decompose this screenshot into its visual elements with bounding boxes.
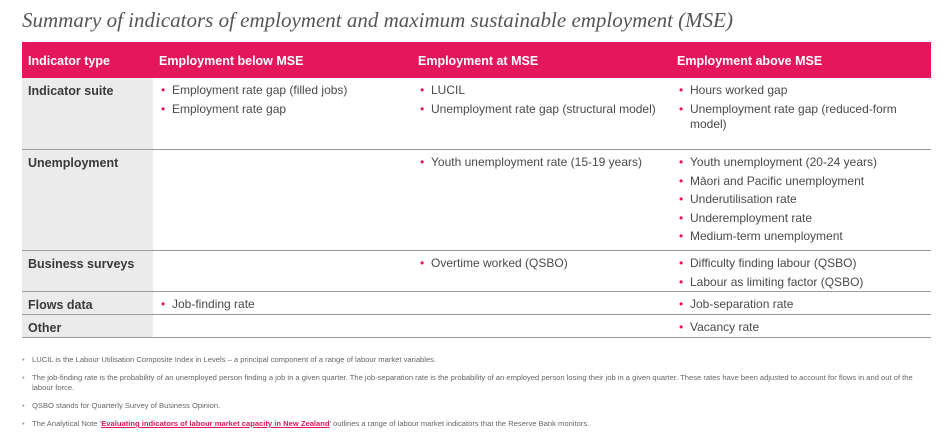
- cell: Job-separation rate: [671, 292, 930, 314]
- indicator: Job-separation rate: [679, 297, 924, 312]
- row-label: Business surveys: [22, 251, 153, 291]
- indicator-list: [153, 150, 412, 155]
- indicator: Labour as limiting factor (QSBO): [679, 275, 924, 290]
- indicator-list: [412, 315, 671, 320]
- column-header: Indicator type: [28, 54, 110, 68]
- indicator: Medium-term unemployment: [679, 229, 924, 244]
- indicator: Employment rate gap (filled jobs): [161, 83, 406, 98]
- cell: Vacancy rate: [671, 315, 930, 337]
- footnote: QSBO stands for Quarterly Survey of Busi…: [22, 401, 922, 411]
- table-row: Flows data Job-finding rate Job-separation…: [22, 292, 931, 315]
- indicator-list: Job-finding rate: [153, 292, 412, 312]
- indicator-list: [153, 315, 412, 320]
- footnote: The job-finding rate is the probability …: [22, 373, 922, 393]
- table-row: Business surveys Overtime worked (QSBO) Di…: [22, 251, 931, 292]
- footnotes: LUCIL is the Labour Utilisation Composit…: [22, 355, 922, 437]
- indicator: Underemployment rate: [679, 211, 924, 226]
- cell: Hours worked gap Unemployment rate gap (r…: [671, 78, 930, 149]
- indicator-list: [153, 251, 412, 256]
- indicator: Māori and Pacific unemployment: [679, 174, 924, 189]
- row-label: Flows data: [22, 292, 153, 314]
- row-label: Indicator suite: [22, 78, 153, 149]
- cell: Overtime worked (QSBO): [412, 251, 671, 291]
- row-label: Other: [22, 315, 153, 337]
- table-row: Unemployment Youth unemployment rate (15-…: [22, 150, 931, 251]
- footnote-text: The Analytical Note ‘: [32, 419, 102, 428]
- indicator-list: Job-separation rate: [671, 292, 930, 312]
- cell: [153, 251, 412, 291]
- indicator: Job-finding rate: [161, 297, 406, 312]
- cell: Job-finding rate: [153, 292, 412, 314]
- footnote-text: ’ outlines a range of labour market indi…: [329, 419, 590, 428]
- cell: Difficulty finding labour (QSBO) Labour a…: [671, 251, 930, 291]
- cell: [153, 150, 412, 250]
- cell: [412, 292, 671, 314]
- table-row: Indicator suiteEmployment rate gap (fill…: [22, 78, 931, 150]
- indicator: Hours worked gap: [679, 83, 924, 98]
- table: Indicator type Employment below MSE Employ…: [22, 42, 931, 338]
- column-header: Employment at MSE: [418, 54, 539, 68]
- row-label: Unemployment: [22, 150, 153, 250]
- indicator: Difficulty finding labour (QSBO): [679, 256, 924, 271]
- cell: [412, 315, 671, 337]
- indicator-list: Employment rate gap (filled jobs) Employm…: [153, 78, 412, 117]
- indicator-list: [412, 292, 671, 297]
- indicator-list: Youth unemployment rate (15-19 years): [412, 150, 671, 170]
- indicator-list: Overtime worked (QSBO): [412, 251, 671, 271]
- indicator: Youth unemployment rate (15-19 years): [420, 155, 665, 170]
- indicator: Employment rate gap: [161, 102, 406, 117]
- footnote: The Analytical Note ‘Evaluating indicato…: [22, 419, 922, 429]
- header-row: Indicator type Employment below MSE Employ…: [22, 42, 931, 78]
- indicator: Underutilisation rate: [679, 192, 924, 207]
- indicator: Unemployment rate gap (reduced-form mode…: [679, 102, 924, 132]
- indicator: Unemployment rate gap (structural model): [420, 102, 665, 117]
- indicator: Overtime worked (QSBO): [420, 256, 665, 271]
- column-header: Employment below MSE: [159, 54, 304, 68]
- cell: Youth unemployment rate (15-19 years): [412, 150, 671, 250]
- indicator-list: Hours worked gap Unemployment rate gap (r…: [671, 78, 930, 132]
- indicator: Vacancy rate: [679, 320, 924, 335]
- indicator: LUCIL: [420, 83, 665, 98]
- cell: Youth unemployment (20-24 years) Māori an…: [671, 150, 930, 250]
- cell: Employment rate gap (filled jobs) Employm…: [153, 78, 412, 149]
- indicator: Youth unemployment (20-24 years): [679, 155, 924, 170]
- link[interactable]: Evaluating indicators of labour market c…: [101, 419, 330, 428]
- title: Summary of indicators of employment and …: [22, 8, 733, 32]
- indicator-list: Youth unemployment (20-24 years) Māori an…: [671, 150, 930, 244]
- cell: LUCIL Unemployment rate gap (structural m…: [412, 78, 671, 149]
- cell: [153, 315, 412, 337]
- table-row: Other Vacancy rate: [22, 315, 931, 338]
- indicator-list: Difficulty finding labour (QSBO) Labour a…: [671, 251, 930, 290]
- indicator-list: LUCIL Unemployment rate gap (structural m…: [412, 78, 671, 117]
- footnote: LUCIL is the Labour Utilisation Composit…: [22, 355, 922, 365]
- column-header: Employment above MSE: [677, 54, 823, 68]
- indicator-list: Vacancy rate: [671, 315, 930, 335]
